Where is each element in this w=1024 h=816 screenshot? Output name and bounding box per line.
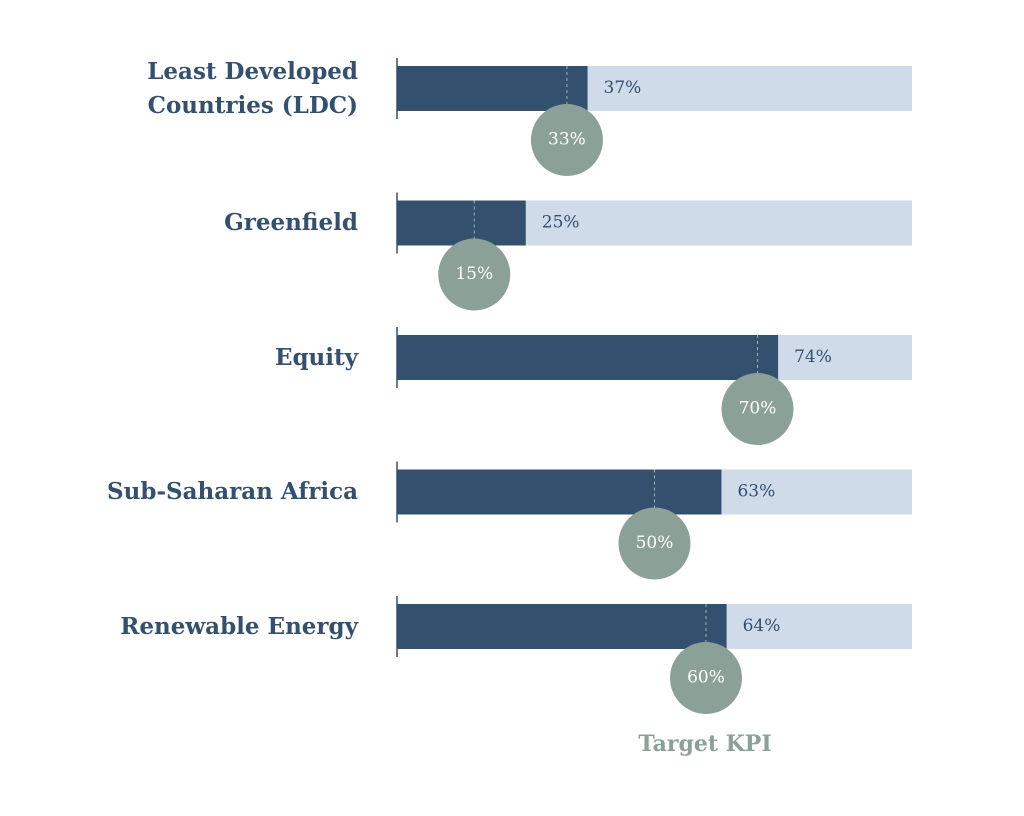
value-label: 37% xyxy=(604,78,642,98)
category-label: Sub-Saharan Africa xyxy=(107,478,358,505)
target-marker xyxy=(721,373,794,445)
bar xyxy=(397,200,526,246)
target-label: 15% xyxy=(455,264,493,284)
target-marker xyxy=(530,104,603,176)
target-marker xyxy=(618,507,691,580)
category-label: Equity xyxy=(274,343,358,371)
target-marker xyxy=(670,642,742,714)
target-label: 70% xyxy=(739,399,777,419)
bar xyxy=(397,604,727,649)
category-label: Renewable Energy xyxy=(120,612,358,640)
category-label: Greenfield xyxy=(224,209,358,236)
bar xyxy=(397,335,779,380)
category-label: Least Developed Countries (LDC) xyxy=(147,57,358,119)
bar xyxy=(397,469,722,515)
target-label: 50% xyxy=(636,533,674,553)
legend-label: Target KPI xyxy=(638,731,771,757)
bar xyxy=(397,66,588,111)
target-marker xyxy=(438,238,511,311)
target-label: 60% xyxy=(687,668,725,688)
value-label: 63% xyxy=(737,482,775,502)
value-label: 64% xyxy=(743,616,781,636)
value-label: 25% xyxy=(542,213,580,233)
target-label: 33% xyxy=(548,130,586,150)
value-label: 74% xyxy=(794,347,832,367)
